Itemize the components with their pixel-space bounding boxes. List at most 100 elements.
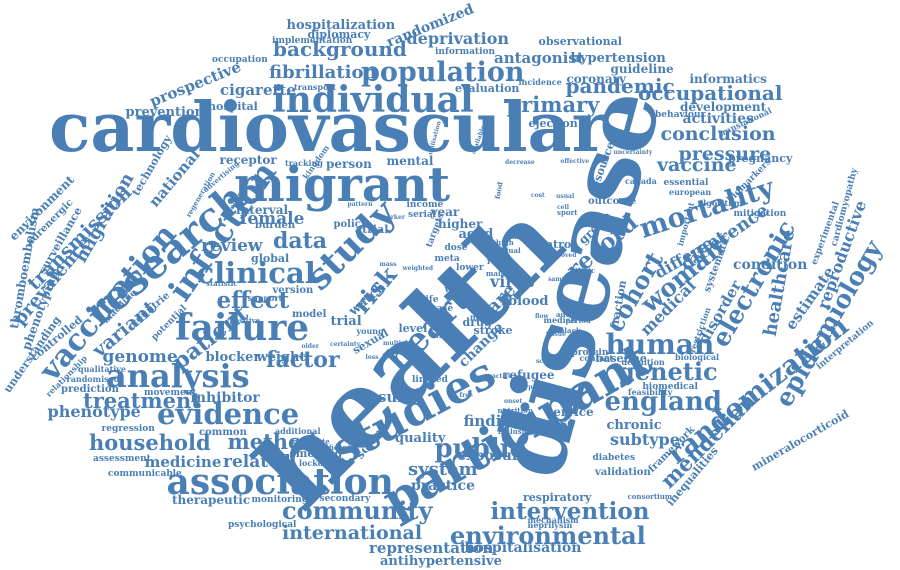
cloud-word: stroke <box>473 323 513 337</box>
cloud-word: human <box>605 328 715 361</box>
cloud-word: population <box>361 56 525 88</box>
cloud-word: cognitive <box>498 415 534 425</box>
cloud-word: support <box>247 293 283 303</box>
cloud-word: food <box>492 180 505 200</box>
cloud-word: high <box>496 237 514 247</box>
cloud-word: prevention <box>125 104 205 120</box>
cloud-word: factor <box>266 347 340 373</box>
cloud-word: intervention <box>490 497 650 525</box>
cloud-word: aged <box>458 226 494 242</box>
cloud-word: method <box>227 428 317 454</box>
cloud-word: main <box>486 268 506 278</box>
cloud-word: conclusion <box>660 122 776 145</box>
cloud-word: communicable <box>108 468 182 479</box>
cloud-word: period <box>565 315 591 325</box>
cloud-word: dual <box>503 245 521 255</box>
cloud-word: consortium <box>627 491 673 501</box>
cloud-word: secondary <box>319 493 371 504</box>
cloud-word: environmental <box>450 521 646 550</box>
cloud-word: evidence <box>157 396 300 431</box>
cloud-word: analysis <box>106 357 250 395</box>
cloud-word: cell <box>557 204 570 211</box>
cloud-word: sport <box>557 207 578 217</box>
cloud-word: onset <box>504 398 523 405</box>
cloud-word: implementation <box>272 35 353 46</box>
cloud-word: informatics <box>689 72 767 86</box>
cloud-word: ejection <box>528 116 578 130</box>
cloud-word: treatment <box>83 387 201 413</box>
cloud-word: work <box>444 284 470 295</box>
cloud-word: effect <box>216 286 290 314</box>
cloud-word: subtype <box>610 430 680 449</box>
cloud-word: active <box>492 373 512 380</box>
cloud-word: sample <box>548 276 572 283</box>
cloud-word: usual <box>556 193 575 200</box>
cloud-word: free <box>459 392 473 399</box>
cloud-word: chronic <box>606 417 662 433</box>
cloud-word: policy <box>333 219 367 230</box>
cloud-word: public <box>434 434 526 464</box>
cloud-word: evaluation <box>455 81 520 95</box>
cloud-word: uncertainty <box>613 149 653 156</box>
cloud-word: qualitative <box>78 364 127 374</box>
cloud-word: definition <box>621 357 665 367</box>
cloud-word: result <box>360 387 410 406</box>
cloud-word: moderate <box>292 436 330 446</box>
cloud-word: model <box>292 309 327 320</box>
cloud-word: positive <box>229 315 261 325</box>
cloud-word: service <box>546 405 594 419</box>
cloud-word: mineralocorticoid <box>749 406 852 474</box>
cloud-word: related <box>223 451 291 472</box>
cloud-word: year <box>430 205 460 219</box>
cloud-word: antagonist <box>494 48 584 67</box>
cloud-word: young <box>356 326 384 336</box>
cloud-word: international <box>282 521 423 544</box>
cloud-word: activities <box>682 111 754 127</box>
cloud-word: mechanism <box>527 515 579 525</box>
cloud-word: feasibility <box>628 387 673 397</box>
cloud-word: antihypertensive <box>380 554 502 569</box>
cloud-word: blood <box>508 293 549 309</box>
cloud-word: version <box>272 285 314 296</box>
cloud-word: mental <box>386 154 434 168</box>
cloud-word: rate <box>487 256 506 266</box>
cloud-word: hospital <box>208 99 258 113</box>
cloud-word: weighted <box>402 265 434 272</box>
cloud-word: higher <box>438 217 483 231</box>
cloud-word: limited <box>412 374 448 385</box>
cloud-word: validation <box>595 467 651 478</box>
cloud-word: virus <box>490 272 535 291</box>
cloud-word: common <box>199 427 247 438</box>
cloud-word: individual <box>272 79 474 121</box>
cloud-word: algorithm <box>698 198 743 208</box>
cloud-word: primary <box>506 91 600 117</box>
cloud-word: older <box>301 343 319 350</box>
cloud-word: burden <box>255 220 296 231</box>
cloud-word: inhibitor <box>190 390 260 406</box>
cloud-word: development <box>680 100 767 114</box>
cloud-word: finding <box>463 411 523 430</box>
cloud-word: representation <box>369 538 494 557</box>
cloud-word: canada <box>625 176 657 186</box>
cloud-word: refugee <box>503 368 555 382</box>
cloud-word: weight <box>256 349 306 365</box>
cloud-word: hospitalization <box>286 17 396 33</box>
cloud-word: global <box>251 251 290 265</box>
cloud-word: hypertension <box>570 50 666 66</box>
cloud-word: household <box>89 429 211 455</box>
cloud-word: genome <box>102 346 178 367</box>
cloud-word: transport <box>294 82 337 92</box>
cloud-word: contact <box>579 353 613 363</box>
cloud-word: cost <box>531 192 545 199</box>
cloud-word: life <box>422 294 439 305</box>
cloud-word: european <box>669 187 712 197</box>
cloud-word: drug <box>462 315 492 329</box>
cloud-word: lockdown <box>299 458 342 468</box>
cloud-word: loss <box>365 354 379 361</box>
cloud-word: level <box>398 321 428 335</box>
cloud-word: migrant <box>234 157 451 213</box>
cloud-word: female <box>240 208 305 229</box>
cloud-word: marker <box>380 214 406 221</box>
cloud-word: system <box>408 459 478 480</box>
